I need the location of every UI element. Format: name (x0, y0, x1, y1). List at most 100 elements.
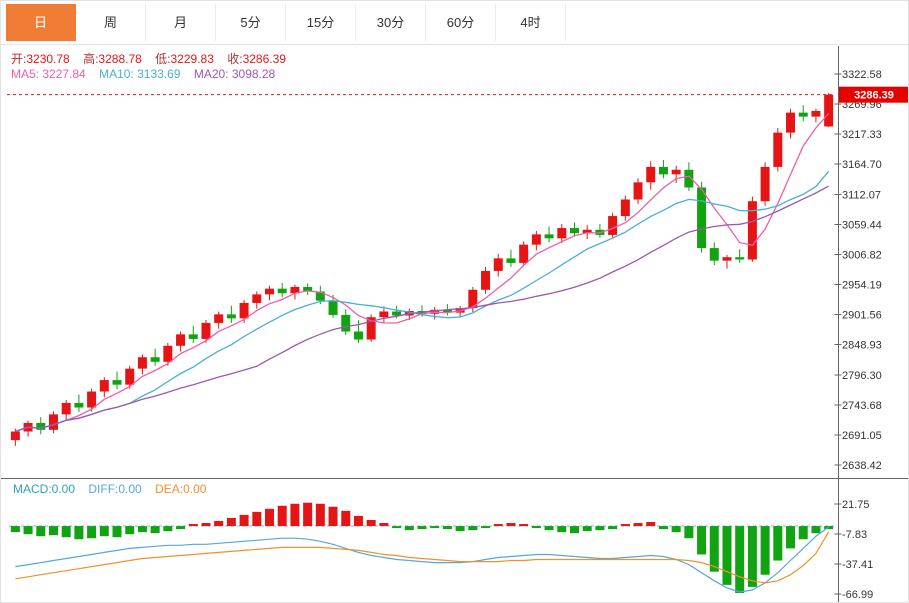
macd-hist-bar (303, 502, 313, 527)
candle-body (112, 380, 122, 385)
candle-body (315, 291, 325, 301)
macd-hist-bar (455, 526, 465, 532)
macd-hist-bar (277, 505, 287, 527)
macd-hist-bar (417, 526, 427, 530)
macd-hist-bar (633, 523, 643, 527)
plot-background[interactable] (1, 45, 838, 603)
macd-readout: MACD:0.00 DIFF:0.00 DEA:0.00 (13, 482, 216, 496)
candle-body (392, 311, 402, 316)
tab-monthly[interactable]: 月 (146, 4, 216, 41)
low-value: 3229.83 (170, 52, 214, 66)
tab-daily[interactable]: 日 (6, 4, 76, 41)
macd-hist-bar (163, 526, 173, 532)
macd-hist-bar (265, 508, 275, 527)
macd-axis-label: -37.41 (842, 559, 873, 571)
macd-hist-bar (61, 526, 71, 538)
ma10-readout: MA10: 3133.69 (99, 67, 180, 81)
candle-body (265, 288, 275, 295)
candle-body (442, 309, 452, 313)
macd-hist-bar (709, 526, 719, 572)
macd-hist-bar (493, 524, 503, 527)
ma5-label: MA5: (11, 67, 43, 81)
macd-hist-bar (697, 526, 707, 555)
candle-body (277, 288, 287, 294)
tab-30min[interactable]: 30分 (356, 4, 426, 41)
macd-hist-bar (786, 526, 796, 549)
low-readout: 低:3229.83 (155, 52, 214, 66)
macd-hist-bar (569, 526, 579, 534)
candle-body (366, 317, 376, 340)
tab-15min[interactable]: 15分 (286, 4, 356, 41)
y-axis-label: 3164.70 (842, 159, 882, 171)
candle-body (506, 258, 516, 263)
macd-hist-bar (48, 526, 58, 536)
macd-hist-bar (239, 514, 249, 527)
macd-hist-bar (608, 526, 618, 530)
candle-body (684, 169, 694, 188)
y-axis-label: 3112.07 (842, 189, 881, 201)
dea-line (15, 531, 830, 584)
macd-hist-bar (188, 524, 198, 527)
tab-5min[interactable]: 5分 (216, 4, 286, 41)
candle-body (786, 112, 796, 133)
macd-hist-bar (214, 520, 224, 527)
tab-4hour[interactable]: 4时 (496, 4, 566, 41)
y-axis-label: 2796.30 (842, 370, 882, 382)
macd-hist-bar (773, 526, 783, 561)
macd-label: MACD: (13, 482, 52, 496)
candle-body (620, 199, 630, 217)
candle-body (481, 270, 491, 290)
current-price-label: 3286.39 (854, 90, 894, 102)
macd-hist-bar (99, 526, 109, 537)
candle-body (569, 228, 579, 234)
ma5-line (15, 113, 830, 433)
ma10-value: 3133.69 (137, 67, 181, 81)
y-axis-label: 3059.44 (842, 219, 882, 231)
macd-hist-bar (112, 526, 122, 538)
macd-hist-bar (87, 526, 97, 539)
candle-body (226, 314, 236, 319)
macd-hist-bar (226, 517, 236, 527)
macd-hist-bar (506, 523, 516, 527)
macd-hist-bar (658, 526, 668, 530)
macd-hist-bar (404, 526, 414, 531)
macd-hist-bar (595, 526, 605, 531)
candle-body (798, 112, 808, 117)
candle-body (328, 300, 338, 315)
macd-hist-bar (735, 526, 745, 593)
candle-body (10, 431, 20, 441)
tab-weekly[interactable]: 周 (76, 4, 146, 41)
macd-hist-bar (74, 526, 84, 540)
candle-body (61, 402, 71, 415)
candle-body (773, 132, 783, 167)
macd-hist-bar (747, 526, 757, 587)
candle-body (137, 357, 147, 369)
candle-body (722, 257, 732, 261)
y-axis-label: 2638.42 (842, 460, 882, 472)
tab-60min[interactable]: 60分 (426, 4, 496, 41)
candle-body (557, 228, 567, 239)
macd-axis-label: -7.83 (842, 529, 867, 541)
candle-body (735, 257, 745, 260)
macd-hist-bar (201, 523, 211, 527)
open-value: 3230.78 (26, 52, 70, 66)
candle-body (163, 345, 173, 362)
macd-hist-bar (760, 526, 770, 575)
diff-value-readout: DIFF:0.00 (88, 482, 141, 496)
ma20-label: MA20: (193, 67, 232, 81)
macd-hist-bar (176, 526, 186, 530)
macd-hist-bar (811, 526, 821, 534)
diff-value: 0.00 (118, 482, 142, 496)
candle-body (379, 311, 389, 318)
macd-axis-label: 21.75 (842, 499, 870, 511)
macd-value: 0.00 (51, 482, 76, 496)
low-label: 低: (155, 52, 171, 66)
ohlc-readout: 开:3230.78 高:3288.78 低:3229.83 收:3286.39 (11, 50, 296, 67)
candle-body (760, 166, 770, 202)
macd-hist-bar (531, 526, 541, 529)
candle-body (811, 110, 821, 117)
candle-body (36, 422, 46, 430)
open-readout: 开:3230.78 (11, 52, 70, 66)
candle-body (290, 286, 300, 294)
